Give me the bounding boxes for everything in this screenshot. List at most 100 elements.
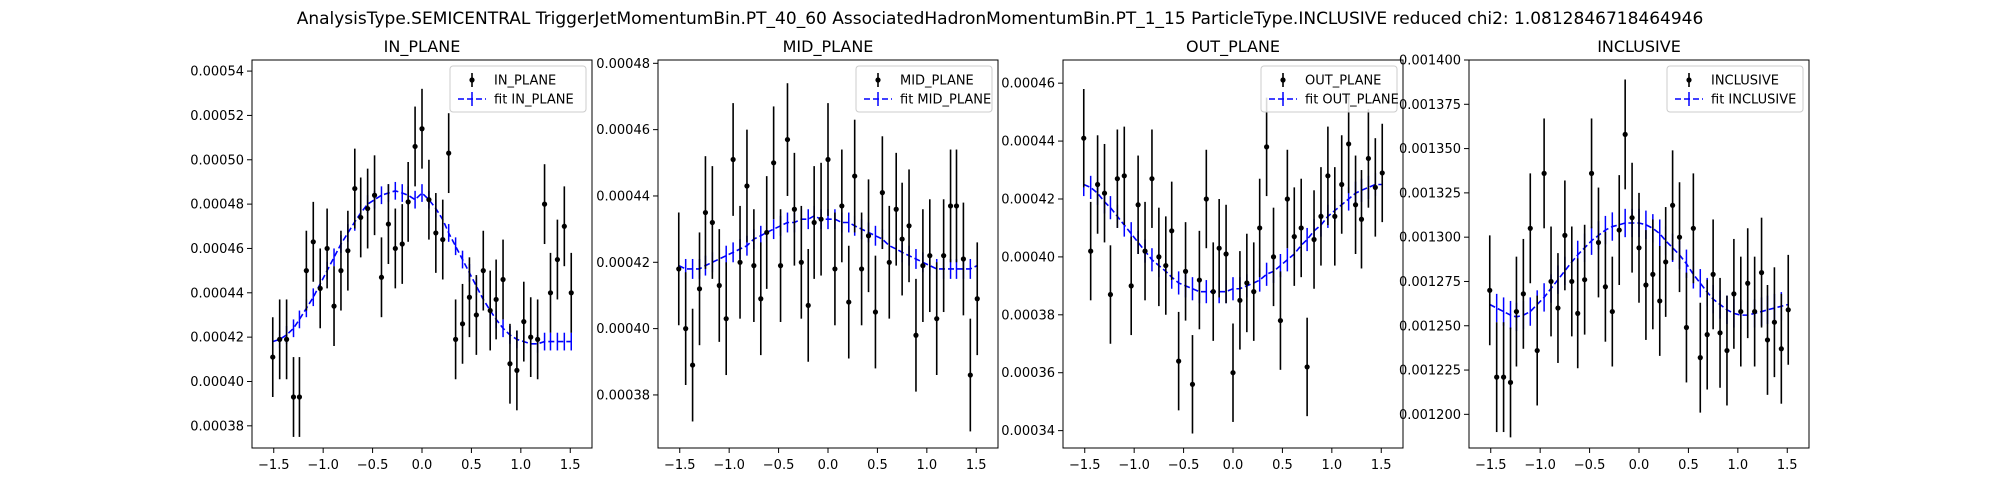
data-point [1298, 225, 1304, 231]
data-point [433, 230, 439, 236]
data-point [893, 206, 899, 212]
data-point [920, 263, 926, 269]
data-point [554, 256, 561, 263]
y-tick-label: 0.001400 [1399, 54, 1461, 69]
data-point [277, 336, 283, 342]
data-point [1121, 173, 1127, 179]
data-point [514, 367, 520, 373]
data-point [702, 209, 709, 216]
data-point [784, 136, 791, 143]
y-tick-label: 0.00048 [190, 198, 244, 213]
data-point [777, 263, 784, 269]
data-point [1081, 135, 1087, 141]
data-point [453, 336, 459, 342]
x-tick-label: 0.0 [412, 458, 433, 473]
data-point [1339, 181, 1345, 188]
data-point [1304, 364, 1310, 370]
data-point [310, 239, 316, 245]
data-point [459, 321, 466, 327]
data-point [1785, 307, 1791, 313]
legend: INCLUSIVE fit INCLUSIVE [1666, 65, 1804, 113]
data-point [852, 173, 858, 179]
data-point [1284, 196, 1290, 202]
data-point [1758, 270, 1765, 276]
x-tick-label: 0.5 [1272, 458, 1293, 473]
y-tick-label: 0.00038 [190, 419, 244, 434]
y-tick-label: 0.001200 [1399, 408, 1461, 423]
data-point [535, 336, 541, 342]
data-point [859, 266, 865, 272]
data-point [1724, 347, 1730, 354]
data-point [1311, 236, 1317, 243]
x-tick-label: 1.5 [1371, 458, 1392, 473]
data-point [1704, 332, 1710, 338]
data-point [1507, 379, 1514, 386]
data-point [1318, 213, 1324, 219]
panel-title: OUT_PLANE [1186, 37, 1280, 57]
data-point [561, 223, 567, 229]
legend-box [449, 65, 587, 113]
data-point [1088, 248, 1094, 254]
x-tick-label: −1.0 [1524, 458, 1556, 473]
data-point [730, 156, 736, 163]
data-point [758, 296, 764, 302]
data-point [466, 294, 473, 300]
data-point [1717, 330, 1723, 336]
data-point [1094, 181, 1101, 188]
data-point [676, 266, 682, 272]
panel-title: IN_PLANE [384, 37, 461, 57]
data-point [1352, 202, 1359, 208]
data-point [1196, 277, 1202, 283]
data-point [751, 263, 757, 269]
data-point [947, 203, 954, 209]
data-point [839, 203, 845, 209]
data-point [1169, 228, 1175, 234]
data-point [1203, 196, 1209, 202]
data-point [521, 319, 527, 325]
fit-line [272, 189, 572, 345]
data-point [974, 296, 980, 302]
data-point [1210, 289, 1216, 295]
x-tick-label: 1.5 [560, 458, 581, 473]
y-tick-label: 0.00048 [596, 57, 650, 72]
data-point [1216, 245, 1222, 251]
data-point [798, 259, 804, 265]
data-point [1588, 170, 1595, 176]
legend-box [1260, 65, 1398, 113]
data-point [480, 268, 486, 274]
data-point [818, 216, 824, 222]
legend-data-label: INCLUSIVE [1711, 74, 1779, 89]
data-point [764, 229, 770, 236]
data-point [338, 268, 344, 274]
x-tick-label: −1.5 [258, 458, 290, 473]
data-point [709, 219, 715, 226]
data-point [1575, 310, 1581, 316]
data-point [1609, 308, 1615, 315]
data-point [1527, 225, 1533, 231]
data-point [1683, 324, 1690, 331]
data-point [1548, 278, 1554, 285]
data-point [683, 326, 689, 332]
data-point [1663, 259, 1669, 265]
data-point [825, 156, 831, 163]
data-point [568, 290, 574, 296]
data-point [1487, 287, 1493, 293]
data-point [1676, 234, 1683, 240]
data-point [1670, 202, 1676, 208]
data-point [872, 309, 879, 315]
data-point [865, 233, 872, 239]
data-point [1541, 170, 1547, 176]
data-point [1690, 225, 1696, 231]
data-point [1135, 202, 1141, 208]
data-point [365, 205, 371, 212]
y-tick-label: 0.00046 [190, 242, 244, 257]
y-tick-label: 0.00046 [596, 123, 650, 138]
legend-fit-label: fit OUT_PLANE [1305, 93, 1399, 108]
data-point [1745, 280, 1751, 286]
y-tick-label: 0.00054 [190, 65, 244, 80]
data-point [1622, 131, 1628, 138]
legend-fit-label: fit IN_PLANE [494, 93, 574, 108]
x-tick-label: −0.5 [763, 458, 795, 473]
data-point [345, 248, 351, 254]
data-point [290, 394, 297, 400]
